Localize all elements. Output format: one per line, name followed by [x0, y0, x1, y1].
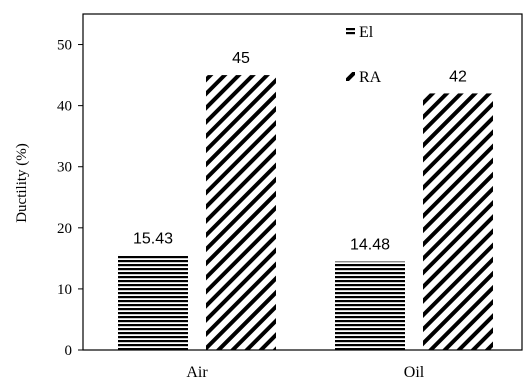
bar-ra-air	[206, 75, 276, 350]
y-axis-title: Ductility (%)	[14, 143, 30, 223]
legend-label-ra: RA	[359, 69, 382, 86]
data-label-ra-air: 45	[232, 50, 250, 67]
bar-el-oil	[335, 261, 405, 350]
bar-el-air	[118, 255, 188, 350]
y-tick-label-1: 10	[57, 282, 72, 298]
bar-ra-oil	[423, 93, 493, 350]
plot-frame	[82, 13, 523, 351]
y-tick-label-4: 40	[57, 99, 72, 115]
legend-label-el: El	[359, 24, 374, 41]
data-label-ra-oil: 42	[449, 68, 467, 85]
data-label-el-oil: 14.48	[350, 237, 390, 254]
x-category-label-0: Air	[186, 364, 208, 381]
y-tick-label-3: 30	[57, 160, 72, 176]
legend-swatch-el	[346, 27, 355, 36]
x-category-label-1: Oil	[404, 364, 425, 381]
y-tick-label-5: 50	[57, 38, 72, 54]
plot-area: 0 10 20 30 40 50 15.43 45 Air 14.48 42 Oil El RA	[57, 13, 523, 381]
legend-swatch-ra	[346, 72, 355, 81]
data-label-el-air: 15.43	[133, 231, 173, 248]
y-tick-label-2: 20	[57, 221, 72, 237]
y-tick-label-0: 0	[65, 343, 73, 359]
